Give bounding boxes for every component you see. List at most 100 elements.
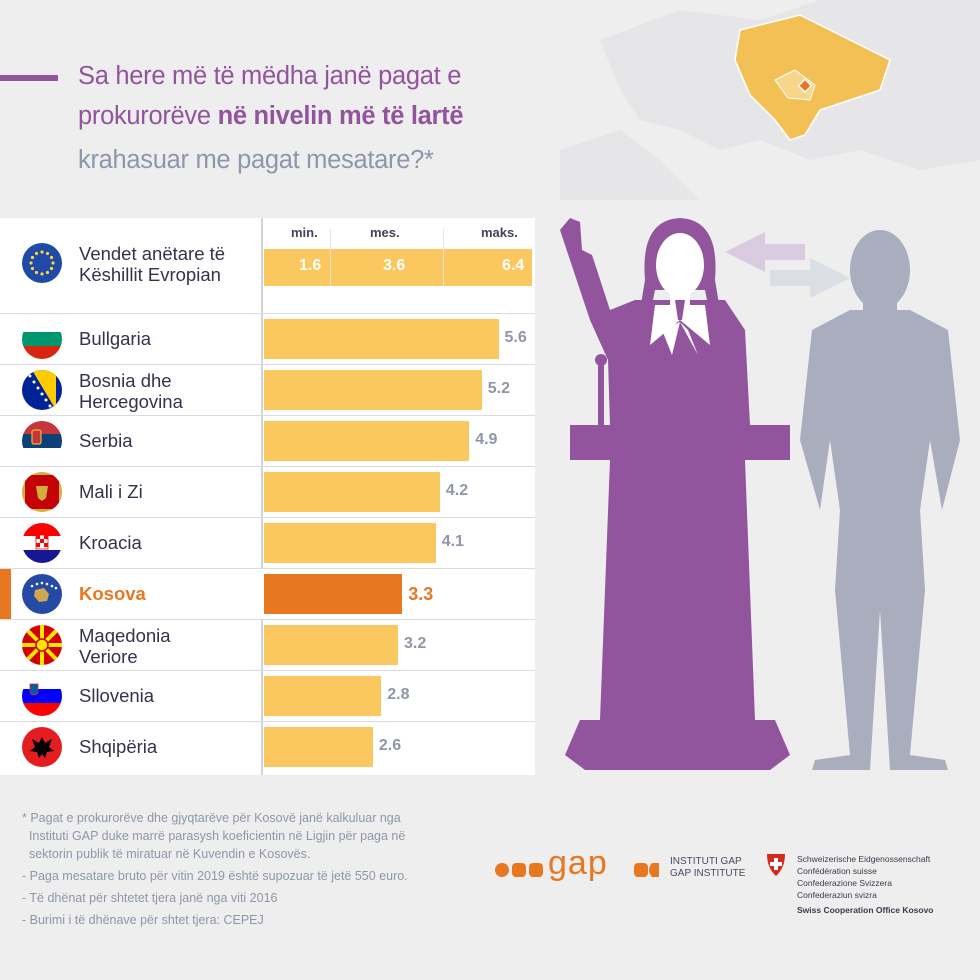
country-row: Maqedonia Veriore: [0, 619, 535, 671]
eu-star: [29, 261, 33, 265]
country-label: Serbia: [79, 430, 132, 451]
balkans-map-illustration: [560, 0, 980, 200]
footnote-line: - Paga mesatare bruto për vitin 2019 ësh…: [22, 869, 408, 883]
bar-value-label: 2.6: [378, 737, 402, 754]
bar-value-label: 4.1: [441, 533, 464, 550]
eu-star: [34, 270, 39, 275]
country-label-line-2: Hercegovina: [79, 391, 183, 412]
bar-value-label: 4.9: [475, 431, 498, 448]
bar: [264, 319, 499, 359]
coe-label-line-1: Vendet anëtare të: [79, 243, 226, 264]
bosnia-flag-icon: [22, 370, 62, 410]
bar-value-label: 2.8: [387, 686, 410, 703]
bar-value-label: 4.2: [445, 482, 469, 499]
coe-maks-value: 6.4: [502, 257, 525, 274]
title-accent-bar: [0, 75, 58, 81]
bar: [264, 523, 436, 563]
gap-wordmark: gap: [548, 844, 608, 882]
bar-value-label: 3.2: [404, 635, 427, 652]
footnote-line: sektorin publik të miratuar në Kuvendin …: [22, 847, 311, 861]
country-row: Kroacia: [0, 517, 535, 569]
country-row: Mali i Zi: [0, 466, 535, 518]
eu-star: [40, 272, 44, 276]
eu-star: [45, 270, 50, 275]
footnote-line: * Pagat e prokurorëve dhe gjyqtarëve për…: [22, 811, 401, 825]
eu-star: [49, 266, 54, 271]
eu-star: [30, 266, 35, 271]
bar: [264, 676, 382, 716]
coe-range-bar: [264, 249, 532, 286]
swiss-office-text: Swiss Cooperation Office Kosovo: [797, 905, 934, 915]
eu-star: [51, 261, 55, 265]
bar-value-label: 3.3: [408, 584, 434, 604]
gap-institute-logo: [495, 863, 659, 877]
header-maks: maks.: [481, 225, 518, 240]
coe-header-row: Vendet anëtare të Këshillit Evropian: [0, 218, 535, 313]
swiss-confederation-text: Schweizerische Eidgenossenschaft Confédé…: [797, 853, 930, 901]
eu-star: [34, 251, 39, 256]
title-line-1: Sa here më të mëdha janë pagat e: [78, 62, 462, 90]
gap-institute-subtitle: INSTITUTI GAP GAP INSTITUTE: [670, 856, 745, 880]
croatia-flag-icon: [22, 523, 62, 563]
coe-column-separator: [443, 228, 444, 286]
eu-star: [45, 251, 50, 256]
country-label: Sllovenia: [79, 685, 154, 706]
coe-min-value: 1.6: [299, 257, 322, 274]
country-label-line-1: Kroacia: [79, 532, 142, 553]
footnote-line: Instituti GAP duke marrë parasysh koefic…: [22, 829, 406, 843]
bulgaria-flag-icon: [22, 319, 62, 359]
eu-star: [40, 250, 44, 254]
swiss-line-4: Confederaziun svizra: [797, 890, 877, 900]
gap-sub-line-2: GAP INSTITUTE: [670, 868, 746, 879]
bar: [264, 574, 403, 614]
country-label-line-1: Kosova: [79, 583, 146, 604]
north-macedonia-flag-icon: [22, 625, 62, 665]
country-label-line-1: Mali i Zi: [79, 481, 143, 502]
figures-illustration: [560, 218, 960, 770]
eu-star: [49, 255, 54, 260]
coe-column-separator: [330, 228, 331, 286]
country-label: Mali i Zi: [79, 481, 143, 502]
bar: [264, 421, 470, 461]
country-label-line-1: Sllovenia: [79, 685, 155, 706]
country-label-line-1: Bullgaria: [79, 328, 151, 349]
country-label-line-1: Bosnia dhe: [79, 370, 172, 391]
bar: [264, 727, 373, 767]
country-row: Serbia: [0, 415, 535, 467]
slovenia-flag-icon: [22, 676, 62, 716]
coe-mes-value: 3.6: [383, 257, 406, 274]
footnote-line: - Burimi i të dhënave për shtet tjera: C…: [22, 913, 264, 927]
coe-label-line-2: Këshillit Evropian: [79, 264, 221, 285]
header-min: min.: [291, 225, 318, 240]
country-label: Kosova: [79, 583, 146, 604]
kosovo-flag-icon: [22, 574, 62, 614]
country-label-line-1: Serbia: [79, 430, 133, 451]
swiss-line-3: Confederazione Svizzera: [797, 878, 892, 888]
swiss-line-2: Confédération suisse: [797, 866, 877, 876]
country-label-line-2: Veriore: [79, 646, 138, 667]
highlight-marker: [0, 569, 11, 619]
title-line-2: prokurorëve në nivelin më të lartë: [78, 100, 464, 132]
country-row: Bullgaria: [0, 313, 535, 365]
country-label: Bullgaria: [79, 328, 151, 349]
bar: [264, 472, 440, 512]
title-line-3: krahasuar me pagat mesatare?*: [78, 146, 434, 174]
eu-flag-icon: [22, 243, 62, 283]
title-line-2-bold: në nivelin më të lartë: [217, 102, 464, 130]
country-row: Shqipëria: [0, 721, 535, 773]
country-label-line-1: Maqedonia: [79, 625, 171, 646]
title-line-2-plain: prokurorëve: [78, 102, 218, 130]
bar-value-label: 5.2: [487, 380, 510, 397]
montenegro-flag-icon: [22, 472, 62, 512]
serbia-flag-icon: [22, 421, 62, 461]
country-label: Maqedonia Veriore: [79, 625, 171, 667]
bar-value-label: 5.6: [504, 329, 527, 346]
gap-sub-line-1: INSTITUTI GAP: [670, 856, 742, 867]
country-label: Kroacia: [79, 532, 142, 553]
coe-label: Vendet anëtare të Këshillit Evropian: [79, 243, 225, 285]
eu-star: [30, 255, 35, 260]
albania-flag-icon: [22, 727, 62, 767]
header-mes: mes.: [370, 225, 400, 240]
country-row: Sllovenia: [0, 670, 535, 722]
bar: [264, 370, 482, 410]
